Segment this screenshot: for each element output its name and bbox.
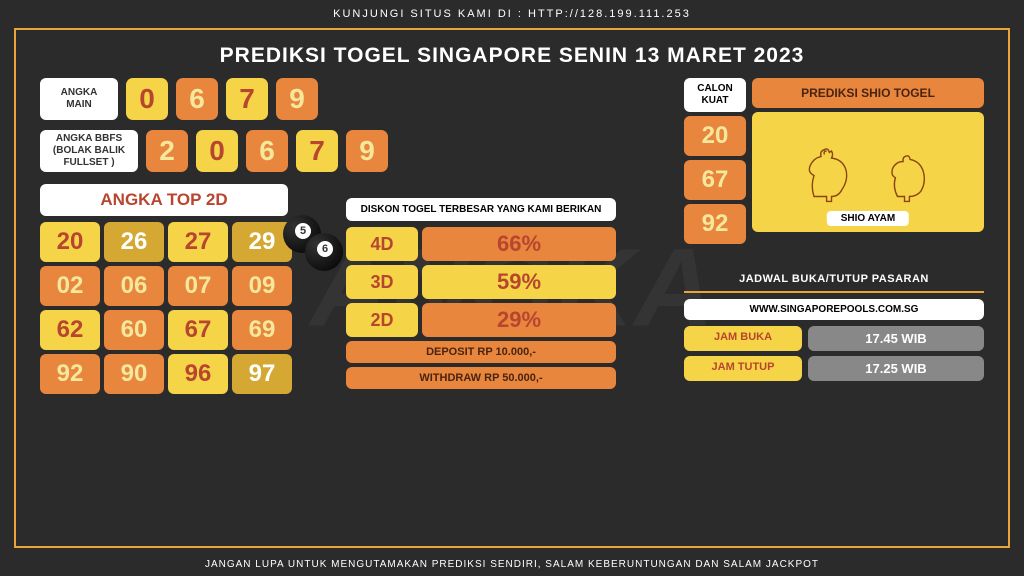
shio-image: SHIO AYAM	[752, 112, 984, 232]
top2d-cell: 27	[168, 222, 228, 262]
top2d-cell: 90	[104, 354, 164, 394]
bbfs-label: ANGKA BBFS (BOLAK BALIK FULLSET )	[40, 130, 138, 172]
withdraw-info: WITHDRAW RP 50.000,-	[346, 367, 616, 389]
schedule-section: JADWAL BUKA/TUTUP PASARAN WWW.SINGAPOREP…	[684, 273, 984, 386]
disc-label: 2D	[346, 303, 418, 337]
top2d-cell: 09	[232, 266, 292, 306]
top2d-cell: 69	[232, 310, 292, 350]
top2d-cell: 26	[104, 222, 164, 262]
top2d-cell: 96	[168, 354, 228, 394]
bottom-banner: JANGAN LUPA UNTUK MENGUTAMAKAN PREDIKSI …	[0, 559, 1024, 570]
divider	[684, 291, 984, 293]
top2d-cell: 60	[104, 310, 164, 350]
bbfs-ball: 2	[146, 130, 188, 172]
disc-value: 59%	[422, 265, 616, 299]
top2d-cell: 67	[168, 310, 228, 350]
shio-name: SHIO AYAM	[827, 211, 909, 226]
hen-icon	[873, 132, 943, 212]
top2d-cell: 97	[232, 354, 292, 394]
decorative-balls	[291, 223, 335, 250]
page-title: PREDIKSI TOGEL SINGAPORE SENIN 13 MARET …	[16, 30, 1008, 78]
disc-value: 66%	[422, 227, 616, 261]
disc-value: 29%	[422, 303, 616, 337]
angka-main-ball: 6	[176, 78, 218, 120]
calon-number: 92	[684, 204, 746, 244]
top2d-cell: 07	[168, 266, 228, 306]
discount-section: DISKON TOGEL TERBESAR YANG KAMI BERIKAN …	[346, 198, 616, 393]
shio-header: PREDIKSI SHIO TOGEL	[752, 78, 984, 108]
angka-main-label: ANGKA MAIN	[40, 78, 118, 120]
buka-label: JAM BUKA	[684, 326, 802, 351]
bbfs-ball: 7	[296, 130, 338, 172]
top2d-header: ANGKA TOP 2D	[40, 184, 288, 216]
top2d-cell: 06	[104, 266, 164, 306]
bbfs-ball: 0	[196, 130, 238, 172]
main-frame: ANGKA PREDIKSI TOGEL SINGAPORE SENIN 13 …	[14, 28, 1010, 548]
bbfs-ball: 6	[246, 130, 288, 172]
schedule-title: JADWAL BUKA/TUTUP PASARAN	[684, 273, 984, 285]
discount-title: DISKON TOGEL TERBESAR YANG KAMI BERIKAN	[346, 198, 616, 221]
tutup-value: 17.25 WIB	[808, 356, 984, 381]
shio-section: CALON KUAT 206792 PREDIKSI SHIO TOGEL SH…	[684, 78, 984, 248]
calon-label: CALON KUAT	[684, 78, 746, 112]
tutup-label: JAM TUTUP	[684, 356, 802, 381]
top2d-cell: 62	[40, 310, 100, 350]
top2d-cell: 92	[40, 354, 100, 394]
schedule-url: WWW.SINGAPOREPOOLS.COM.SG	[684, 299, 984, 320]
disc-label: 4D	[346, 227, 418, 261]
rooster-icon	[793, 132, 863, 212]
angka-main-ball: 7	[226, 78, 268, 120]
bbfs-ball: 9	[346, 130, 388, 172]
top-banner: KUNJUNGI SITUS KAMI DI : HTTP://128.199.…	[0, 0, 1024, 28]
buka-value: 17.45 WIB	[808, 326, 984, 351]
deposit-info: DEPOSIT RP 10.000,-	[346, 341, 616, 363]
angka-main-ball: 0	[126, 78, 168, 120]
calon-number: 20	[684, 116, 746, 156]
top2d-cell: 20	[40, 222, 100, 262]
angka-main-ball: 9	[276, 78, 318, 120]
disc-label: 3D	[346, 265, 418, 299]
calon-number: 67	[684, 160, 746, 200]
top2d-cell: 02	[40, 266, 100, 306]
